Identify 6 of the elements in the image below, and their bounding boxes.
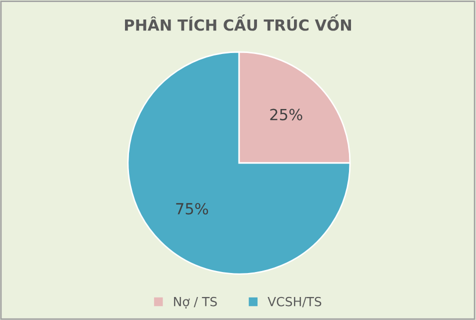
chart-title: PHÂN TÍCH CẤU TRÚC VỐN — [124, 14, 352, 31]
legend-label: VCSH/TS — [268, 296, 322, 308]
data-label: 75% — [176, 202, 208, 215]
legend-label: Nợ / TS — [174, 296, 217, 308]
data-label: 25% — [270, 108, 302, 120]
pie-slice — [127, 51, 351, 275]
